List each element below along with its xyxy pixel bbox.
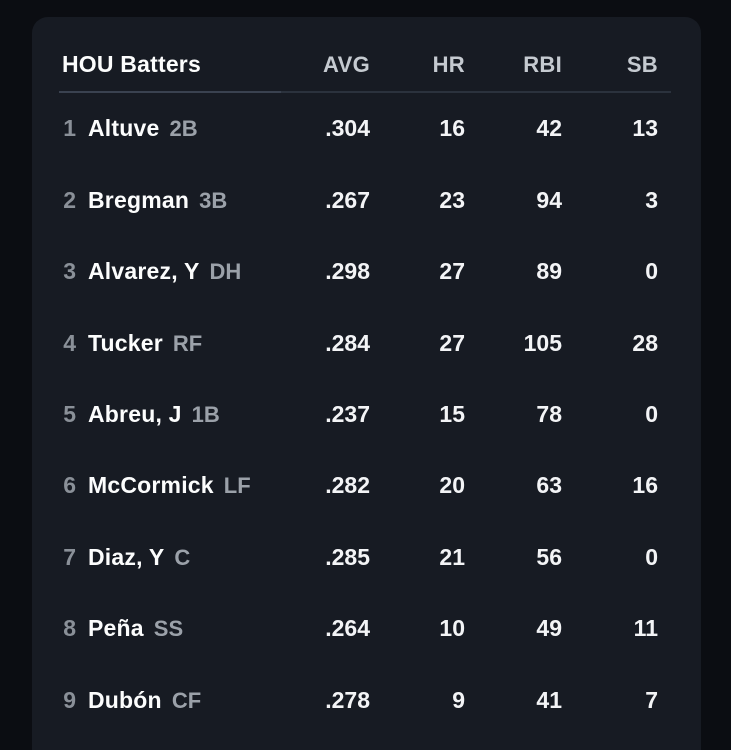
stat-hr: 16 (439, 115, 465, 142)
player-rank: 9 (63, 686, 76, 713)
stat-rbi: 89 (536, 258, 562, 285)
stat-sb: 7 (645, 686, 658, 713)
stat-rbi: 56 (536, 543, 562, 570)
stat-sb: 0 (645, 258, 658, 285)
player-rank: 7 (63, 543, 76, 570)
stat-hr: 9 (452, 686, 465, 713)
stat-hr: 27 (439, 258, 465, 285)
player-rank: 6 (63, 472, 76, 499)
player-row[interactable]: 6 McCormick LF .282 20 63 16 (32, 450, 701, 521)
stat-avg: .264 (325, 615, 370, 642)
player-rank: 8 (63, 615, 76, 642)
column-header-rbi: RBI (523, 52, 562, 77)
column-header-sb: SB (626, 52, 658, 77)
table-title: HOU Batters (62, 51, 201, 77)
player-cell: 1 Altuve 2B (62, 115, 274, 142)
stat-rbi: 63 (536, 472, 562, 499)
stat-avg: .304 (325, 115, 370, 142)
player-row[interactable]: 3 Alvarez, Y DH .298 27 89 0 (32, 236, 701, 307)
stat-hr: 23 (439, 186, 465, 213)
player-cell: 6 McCormick LF (62, 472, 274, 499)
player-rows: 1 Altuve 2B .304 16 42 13 2 Bregman 3B .… (32, 93, 701, 736)
player-cell: 9 Dubón CF (62, 687, 274, 714)
stat-sb: 0 (645, 400, 658, 427)
player-row[interactable]: 2 Bregman 3B .267 23 94 3 (32, 164, 701, 235)
player-cell: 4 Tucker RF (62, 330, 274, 357)
player-cell: 8 Peña SS (62, 615, 274, 642)
player-position: DH (209, 259, 242, 285)
stat-rbi: 49 (536, 615, 562, 642)
stat-rbi: 78 (536, 400, 562, 427)
stat-avg: .237 (325, 400, 370, 427)
player-rank: 2 (63, 186, 76, 213)
player-rank: 5 (63, 400, 76, 427)
player-row[interactable]: 5 Abreu, J 1B .237 15 78 0 (32, 379, 701, 450)
player-cell: 5 Abreu, J 1B (62, 401, 274, 428)
player-row[interactable]: 8 Peña SS .264 10 49 11 (32, 593, 701, 664)
stat-sb: 3 (645, 186, 658, 213)
player-cell: 7 Diaz, Y C (62, 544, 274, 571)
player-position: LF (223, 473, 251, 499)
player-cell: 2 Bregman 3B (62, 187, 274, 214)
player-name: Tucker (88, 329, 163, 356)
stat-hr: 20 (439, 472, 465, 499)
player-position: 1B (191, 401, 220, 427)
header-divider-left-segment (59, 91, 281, 93)
header-divider (59, 91, 671, 93)
player-row[interactable]: 7 Diaz, Y C .285 21 56 0 (32, 522, 701, 593)
player-rank: 1 (63, 115, 76, 142)
player-row[interactable]: 9 Dubón CF .278 9 41 7 (32, 665, 701, 736)
player-name: McCormick (88, 472, 214, 499)
player-position: C (174, 544, 191, 570)
stat-sb: 13 (632, 115, 658, 142)
stat-avg: .284 (325, 329, 370, 356)
batters-stats-panel: HOU Batters AVG HR RBI SB 1 Altuve 2B .3… (32, 17, 701, 750)
player-cell: 3 Alvarez, Y DH (62, 258, 274, 285)
player-position: RF (172, 330, 203, 356)
player-position: 3B (199, 187, 228, 213)
stat-rbi: 42 (536, 115, 562, 142)
stat-rbi: 94 (536, 186, 562, 213)
header-divider-right-segment (281, 91, 671, 93)
stat-avg: .282 (325, 472, 370, 499)
player-position: 2B (169, 116, 198, 142)
player-position: CF (171, 687, 202, 713)
stat-avg: .267 (325, 186, 370, 213)
stat-sb: 28 (632, 329, 658, 356)
player-name: Bregman (88, 186, 190, 213)
player-name: Alvarez, Y (88, 258, 200, 285)
column-header-hr: HR (432, 52, 465, 77)
player-rank: 3 (63, 258, 76, 285)
player-name: Abreu, J (88, 400, 182, 427)
stat-avg: .285 (325, 543, 370, 570)
stat-avg: .278 (325, 686, 370, 713)
stat-rbi: 41 (536, 686, 562, 713)
player-name: Peña (88, 615, 144, 642)
player-name: Dubón (88, 686, 162, 713)
stat-hr: 10 (439, 615, 465, 642)
stat-hr: 21 (439, 543, 465, 570)
player-name: Altuve (88, 115, 160, 142)
stat-rbi: 105 (523, 329, 562, 356)
column-header-avg: AVG (323, 52, 370, 77)
stat-hr: 27 (439, 329, 465, 356)
player-row[interactable]: 1 Altuve 2B .304 16 42 13 (32, 93, 701, 164)
stat-sb: 16 (632, 472, 658, 499)
stat-hr: 15 (439, 400, 465, 427)
stat-sb: 11 (633, 615, 658, 642)
table-header-row: HOU Batters AVG HR RBI SB (32, 17, 701, 91)
stat-avg: .298 (325, 258, 370, 285)
stat-sb: 0 (645, 543, 658, 570)
player-rank: 4 (63, 329, 76, 356)
player-row[interactable]: 4 Tucker RF .284 27 105 28 (32, 307, 701, 378)
player-name: Diaz, Y (88, 543, 165, 570)
player-position: SS (153, 616, 184, 642)
